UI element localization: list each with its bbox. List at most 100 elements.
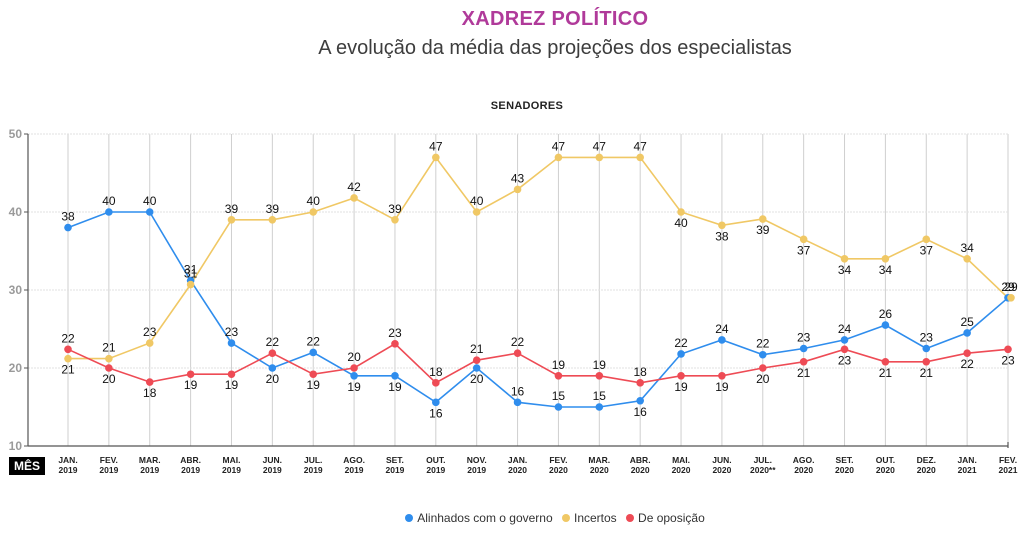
data-point-governo bbox=[881, 321, 890, 329]
data-label-incertos: 34 bbox=[838, 263, 852, 277]
data-point-governo bbox=[268, 364, 277, 372]
data-label-incertos: 21 bbox=[61, 363, 75, 377]
data-label-oposicao: 22 bbox=[511, 335, 525, 349]
x-tick-year: 2020 bbox=[590, 465, 609, 475]
x-tick-month: JAN. bbox=[508, 455, 527, 465]
x-tick-label: FEV. 2019 bbox=[99, 455, 118, 475]
y-tick-label: 30 bbox=[9, 283, 23, 297]
x-tick-year: 2019 bbox=[304, 465, 323, 475]
x-tick-label: NOV. 2019 bbox=[467, 455, 487, 475]
data-point-oposicao bbox=[350, 364, 358, 372]
data-label-incertos: 31 bbox=[184, 267, 198, 281]
x-tick-label: JAN. 2021 bbox=[957, 455, 976, 475]
data-point-incertos bbox=[922, 235, 931, 244]
x-tick-label: JUN. 2020 bbox=[712, 455, 731, 475]
data-label-incertos: 34 bbox=[960, 241, 974, 255]
data-label-incertos: 40 bbox=[470, 194, 484, 208]
x-tick-label: FEV. 2020 bbox=[549, 455, 568, 475]
data-label-oposicao: 19 bbox=[552, 358, 566, 372]
data-label-governo: 29 bbox=[1001, 280, 1015, 294]
data-point-oposicao bbox=[391, 340, 399, 348]
data-point-oposicao bbox=[718, 372, 726, 380]
data-label-oposicao: 18 bbox=[633, 365, 647, 379]
data-point-governo bbox=[840, 336, 849, 344]
data-label-incertos: 47 bbox=[633, 139, 647, 153]
data-label-incertos: 42 bbox=[347, 180, 361, 194]
series-line-governo bbox=[67, 211, 1009, 408]
x-tick-month: SET. bbox=[836, 455, 854, 465]
data-point-oposicao bbox=[554, 372, 563, 380]
data-point-governo bbox=[595, 403, 604, 411]
data-label-oposicao: 22 bbox=[960, 357, 974, 371]
data-point-oposicao bbox=[105, 364, 113, 372]
y-tick-label: 10 bbox=[9, 439, 23, 453]
x-tick-month: JUL. bbox=[754, 455, 772, 465]
data-labels: 38 40 40 31 23 20 22 19 19 16 20 16 15 15 16 22 24 22 23 24… bbox=[61, 139, 1018, 420]
x-tick-month: SET. bbox=[386, 455, 404, 465]
data-point-incertos bbox=[881, 254, 890, 263]
data-point-incertos bbox=[227, 216, 236, 224]
data-point-governo bbox=[799, 344, 808, 353]
x-tick-label: DEZ. 2020 bbox=[917, 455, 936, 475]
x-tick-year: 2019 bbox=[345, 465, 364, 475]
legend-item-governo[interactable]: Alinhados com o governo bbox=[405, 511, 553, 525]
x-tick-year: 2019 bbox=[181, 465, 200, 475]
legend-label: Alinhados com o governo bbox=[417, 511, 553, 525]
data-label-oposicao: 20 bbox=[102, 372, 116, 386]
data-point-incertos bbox=[432, 153, 440, 162]
data-label-incertos: 37 bbox=[797, 243, 811, 257]
data-label-incertos: 23 bbox=[143, 325, 157, 339]
data-label-governo: 38 bbox=[61, 210, 75, 224]
data-label-oposicao: 21 bbox=[920, 366, 934, 380]
x-tick-label: FEV. 2021 bbox=[999, 455, 1018, 475]
x-tick-month: JAN. bbox=[58, 455, 77, 465]
x-tick-label: MAR. 2019 bbox=[139, 455, 161, 475]
x-tick-month: AGO. bbox=[343, 455, 365, 465]
data-point-governo bbox=[922, 344, 931, 353]
x-tick-month: FEV. bbox=[549, 455, 567, 465]
data-label-oposicao: 18 bbox=[143, 386, 157, 400]
data-label-governo: 23 bbox=[920, 331, 934, 345]
data-point-oposicao bbox=[145, 378, 154, 386]
x-axis-tag: MÊS bbox=[9, 457, 45, 475]
data-point-governo bbox=[391, 372, 399, 380]
data-point-governo bbox=[513, 398, 522, 407]
data-label-oposicao: 21 bbox=[879, 366, 893, 380]
data-label-governo: 15 bbox=[593, 389, 607, 403]
data-label-incertos: 21 bbox=[102, 341, 116, 355]
data-label-incertos: 47 bbox=[429, 139, 443, 153]
data-label-governo: 24 bbox=[715, 322, 729, 336]
data-label-governo: 23 bbox=[797, 331, 811, 345]
x-tick-year: 2019 bbox=[140, 465, 159, 475]
x-tick-year: 2020 bbox=[508, 465, 527, 475]
data-point-incertos bbox=[554, 153, 563, 162]
data-point-oposicao bbox=[309, 370, 318, 379]
x-tick-label: MAI. 2020 bbox=[672, 455, 691, 475]
data-label-governo: 25 bbox=[960, 315, 974, 329]
data-label-incertos: 37 bbox=[920, 243, 934, 257]
legend-item-incertos[interactable]: Incertos bbox=[562, 511, 617, 525]
data-label-incertos: 39 bbox=[756, 223, 770, 237]
x-tick-month: JUN. bbox=[712, 455, 731, 465]
data-point-incertos bbox=[350, 194, 358, 202]
data-label-incertos: 39 bbox=[388, 202, 402, 216]
data-label-incertos: 40 bbox=[674, 216, 688, 230]
data-label-governo: 22 bbox=[674, 336, 688, 350]
data-label-oposicao: 19 bbox=[307, 378, 321, 392]
data-point-incertos bbox=[145, 339, 154, 347]
data-point-oposicao bbox=[227, 370, 236, 379]
data-label-oposicao: 19 bbox=[715, 380, 729, 394]
data-label-governo: 26 bbox=[879, 307, 893, 321]
x-tick-label: SET. 2019 bbox=[385, 455, 404, 475]
data-point-incertos bbox=[799, 235, 808, 244]
x-tick-month: MAI. bbox=[672, 455, 690, 465]
data-point-incertos bbox=[309, 208, 318, 216]
y-tick-label: 50 bbox=[9, 127, 23, 141]
data-point-governo bbox=[227, 339, 236, 347]
x-tick-year: 2019 bbox=[385, 465, 404, 475]
legend-item-oposicao[interactable]: De oposição bbox=[626, 511, 705, 525]
data-point-oposicao bbox=[1004, 345, 1012, 354]
data-label-oposicao: 23 bbox=[838, 353, 852, 367]
x-tick-month: NOV. bbox=[467, 455, 487, 465]
